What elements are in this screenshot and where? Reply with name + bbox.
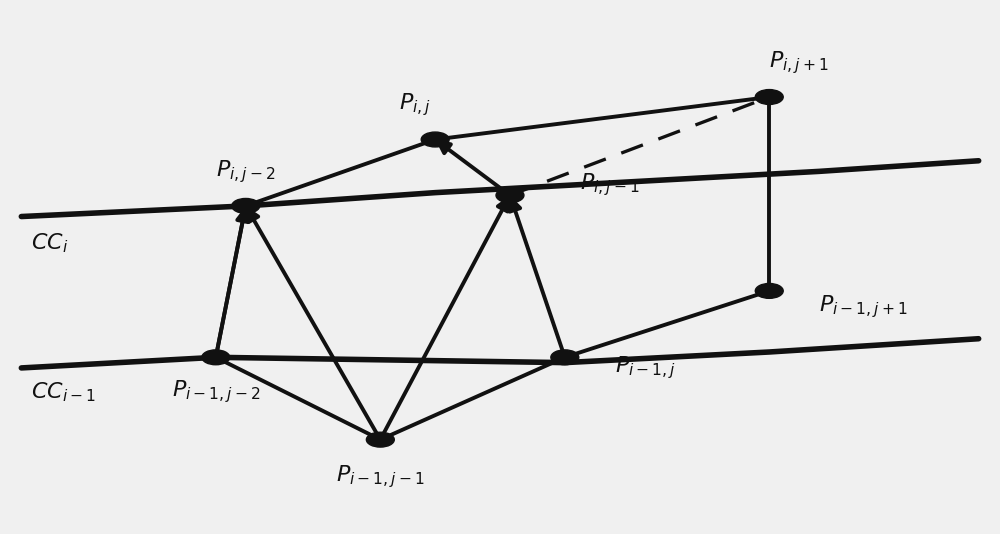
Circle shape	[755, 284, 783, 299]
Circle shape	[366, 432, 394, 447]
Circle shape	[755, 90, 783, 105]
Text: $P_{i,j+1}$: $P_{i,j+1}$	[769, 49, 829, 76]
Text: $P_{i-1,j-2}$: $P_{i-1,j-2}$	[172, 379, 260, 405]
Text: $P_{i,j-1}$: $P_{i,j-1}$	[580, 171, 639, 198]
Text: $CC_{i-1}$: $CC_{i-1}$	[31, 380, 96, 404]
Circle shape	[496, 188, 524, 203]
Text: $P_{i-1,j-1}$: $P_{i-1,j-1}$	[336, 464, 425, 490]
Circle shape	[202, 350, 230, 365]
Text: $CC_i$: $CC_i$	[31, 231, 69, 255]
Text: $P_{i,j}$: $P_{i,j}$	[399, 91, 431, 119]
Circle shape	[551, 350, 579, 365]
Text: $P_{i-1,j}$: $P_{i-1,j}$	[615, 355, 676, 381]
Text: $P_{i-1,j+1}$: $P_{i-1,j+1}$	[819, 294, 908, 320]
Circle shape	[421, 132, 449, 147]
Circle shape	[232, 199, 260, 214]
Text: $P_{i,j-2}$: $P_{i,j-2}$	[216, 158, 275, 185]
